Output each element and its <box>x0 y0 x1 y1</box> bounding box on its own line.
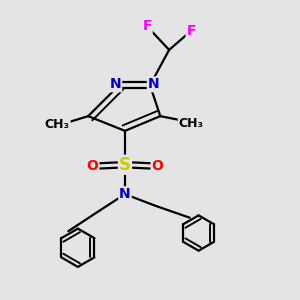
Text: CH₃: CH₃ <box>179 117 204 130</box>
Text: CH₃: CH₃ <box>45 118 70 131</box>
Text: F: F <box>187 24 196 38</box>
Text: F: F <box>142 19 152 33</box>
Text: O: O <box>87 159 98 173</box>
Text: S: S <box>119 156 131 174</box>
Text: N: N <box>110 77 122 91</box>
Text: N: N <box>119 187 131 201</box>
Text: N: N <box>148 77 159 91</box>
Text: O: O <box>152 159 163 173</box>
